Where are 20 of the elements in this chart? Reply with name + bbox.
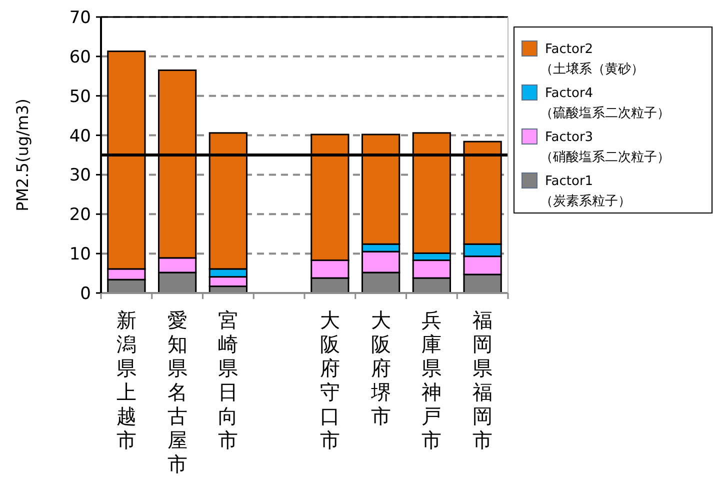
legend-label: Factor4 （硫酸塩系二次粒子） bbox=[540, 86, 670, 121]
y-tick-label: 20 bbox=[69, 205, 91, 226]
y-tick-label: 10 bbox=[69, 244, 91, 265]
legend-label: Factor2 （土壌系（黄砂） bbox=[540, 42, 644, 77]
x-tick-label: 福岡県福岡市 bbox=[472, 308, 493, 452]
y-tick-label: 70 bbox=[69, 8, 91, 28]
y-tick-label: 40 bbox=[69, 126, 91, 146]
legend-label: Factor1 （炭素系粒子） bbox=[540, 174, 631, 209]
y-axis-title: PM2.5(ug/m3) bbox=[13, 98, 32, 212]
y-tick-label: 0 bbox=[80, 284, 91, 304]
legend-label: Factor3 （硝酸塩系二次粒子） bbox=[540, 130, 670, 165]
x-tick-label: 大阪府堺市 bbox=[370, 308, 391, 428]
x-tick-label: 大阪府守口市 bbox=[320, 308, 340, 452]
x-tick-label: 新潟県上越市 bbox=[116, 308, 136, 452]
x-tick-label: 兵庫県神戸市 bbox=[422, 308, 442, 452]
y-tick-label: 30 bbox=[69, 166, 91, 186]
y-tick-label: 60 bbox=[69, 47, 91, 68]
x-tick-label: 愛知県名古屋市 bbox=[167, 308, 188, 476]
y-tick-label: 50 bbox=[69, 86, 91, 107]
x-tick-label: 宮崎県日向市 bbox=[218, 308, 238, 452]
